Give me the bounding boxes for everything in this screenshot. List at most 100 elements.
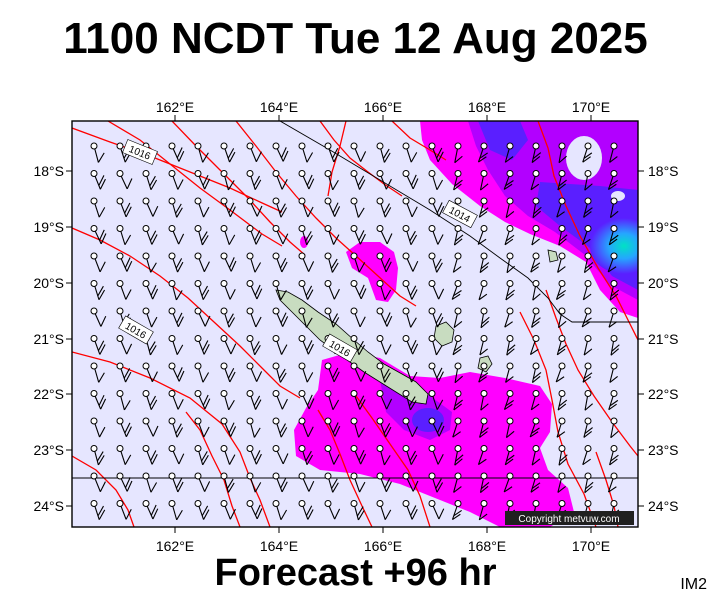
wind-barb — [506, 335, 516, 356]
wind-barb — [194, 142, 209, 163]
map-frame — [71, 120, 639, 528]
wind-barb — [479, 472, 490, 494]
wind-barb — [531, 362, 542, 384]
wind-barb — [376, 362, 391, 383]
wind-barb — [478, 362, 489, 383]
wind-barb — [194, 280, 210, 300]
wind-barb — [350, 225, 366, 245]
wind-barb — [428, 225, 444, 245]
wind-barb — [610, 417, 619, 439]
lat-label-left-23: 23°S — [33, 442, 64, 458]
wind-barb — [506, 252, 515, 274]
wind-barb — [116, 417, 132, 438]
wind-barb — [272, 500, 288, 521]
wind-barb — [272, 280, 287, 301]
wind-barb — [581, 307, 592, 328]
wind-barb — [402, 417, 418, 438]
wind-barb — [298, 225, 313, 246]
wind-barb — [220, 225, 236, 245]
wind-barb — [220, 445, 236, 465]
wind-barb — [505, 197, 515, 218]
wind-barb — [350, 170, 366, 190]
wind-barb — [583, 417, 593, 438]
wind-barb — [477, 225, 488, 245]
wind-barb — [324, 225, 340, 245]
wind-barb — [246, 307, 262, 328]
wind-barb — [272, 307, 289, 327]
wind-barb — [428, 252, 443, 273]
lat-label-right-22: 22°S — [648, 386, 679, 402]
wind-barb — [479, 252, 490, 273]
wind-barb — [402, 197, 418, 218]
wind-barb — [555, 362, 566, 383]
wind-barb — [452, 252, 462, 273]
wind-barb — [324, 362, 340, 383]
map-title: 1100 NCDT Tue 12 Aug 2025 — [63, 14, 648, 63]
lat-label-left-24: 24°S — [33, 498, 64, 514]
wind-barb — [556, 197, 566, 218]
wind-barb — [246, 335, 261, 356]
wind-barb — [194, 197, 210, 218]
wind-barb — [168, 500, 183, 521]
wind-barb — [272, 225, 289, 245]
wind-barb — [350, 280, 367, 300]
wind-barb — [90, 472, 106, 493]
wind-barb — [557, 170, 567, 191]
wind-barb — [220, 280, 236, 300]
wind-barb — [532, 197, 542, 219]
wind-barb — [142, 280, 159, 300]
wind-barb — [298, 417, 314, 438]
wind-barb — [584, 472, 594, 494]
wind-barb — [168, 362, 185, 382]
wind-barb — [376, 225, 393, 245]
wind-barb — [168, 307, 184, 328]
wind-barb — [246, 252, 262, 273]
wind-barb — [608, 307, 618, 328]
wind-barb — [584, 390, 593, 411]
wind-barb — [168, 225, 185, 245]
wind-barb — [142, 197, 159, 217]
wind-barb — [116, 445, 132, 465]
wind-barb — [504, 445, 515, 466]
wind-barb — [220, 307, 236, 328]
forecast-label: Forecast +96 hr — [214, 552, 497, 594]
wind-barb — [376, 472, 392, 493]
wind-barb — [116, 472, 133, 492]
wind-barb — [504, 307, 514, 328]
copyright-badge: Copyright metvuw.com — [505, 511, 634, 525]
wind-barb — [532, 280, 541, 301]
wind-barb — [298, 362, 314, 383]
wind-barb — [376, 280, 392, 301]
wind-barb — [558, 225, 568, 246]
lat-label-right-20: 20°S — [648, 275, 679, 291]
wind-barb — [246, 225, 262, 245]
lon-labels-bottom: 162°E 164°E 166°E 168°E 170°E — [156, 538, 610, 554]
wind-barb — [116, 390, 131, 411]
wind-barb — [116, 335, 133, 355]
wind-barb — [428, 362, 444, 383]
wind-barb — [609, 445, 619, 466]
precip-northeast — [420, 121, 638, 318]
wind-barb — [402, 472, 419, 492]
lat-label-right-21: 21°S — [648, 331, 679, 347]
wind-barb — [402, 280, 418, 300]
wind-barb — [324, 472, 339, 493]
wind-barb — [529, 335, 540, 356]
wind-barb — [350, 142, 367, 162]
wind-barb — [402, 362, 418, 383]
wind-barb — [454, 142, 463, 164]
lon-label-top-162: 162°E — [156, 99, 194, 115]
lat-label-right-18: 18°S — [648, 163, 679, 179]
lat-labels-left: 18°S 19°S 20°S 21°S 22°S 23°S 24°S — [33, 163, 64, 514]
lon-label-top-170: 170°E — [572, 99, 610, 115]
wind-barb — [116, 225, 132, 246]
wind-barb — [194, 307, 211, 327]
wind-barb — [376, 417, 392, 438]
wind-barb — [324, 390, 340, 411]
wind-barb — [324, 252, 339, 273]
wind-barb — [246, 170, 262, 190]
wind-barb — [90, 170, 106, 190]
wind-barb — [454, 445, 464, 466]
wind-barb — [246, 500, 263, 520]
